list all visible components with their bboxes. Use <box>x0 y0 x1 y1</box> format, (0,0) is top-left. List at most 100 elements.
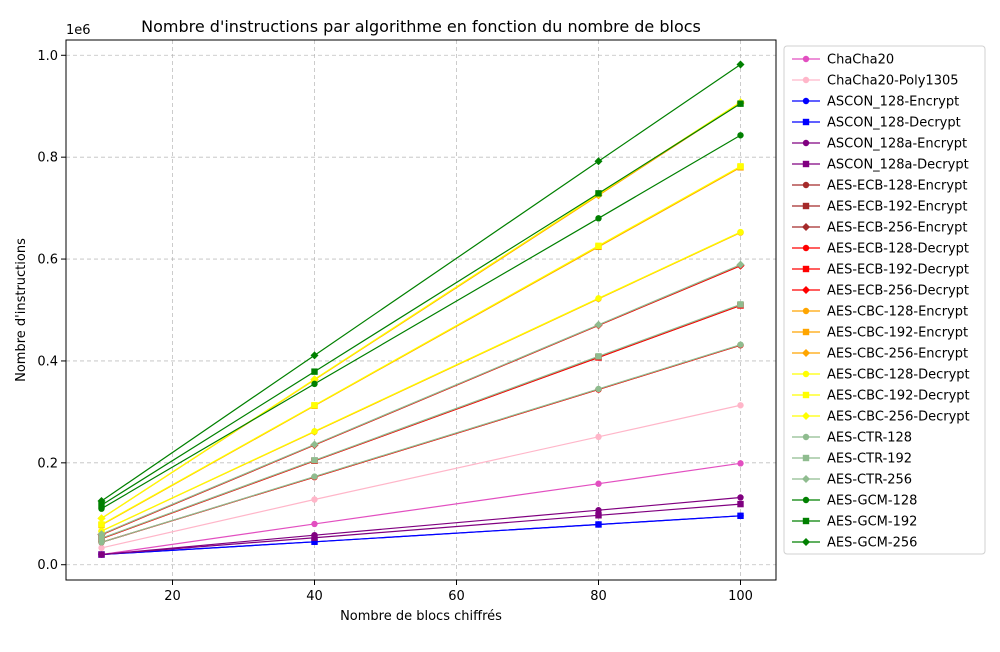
legend-item: AES-GCM-128 <box>792 494 917 509</box>
data-point <box>737 494 744 501</box>
legend-label: AES-CBC-256-Decrypt <box>827 410 970 425</box>
chart-title: Nombre d'instructions par algorithme en … <box>141 17 701 36</box>
legend-marker <box>802 160 810 168</box>
data-point <box>595 521 602 528</box>
legend-item: ASCON_128-Decrypt <box>792 116 961 131</box>
data-point <box>737 100 744 107</box>
legend-label: AES-ECB-192-Decrypt <box>827 263 969 278</box>
data-point <box>737 512 744 520</box>
data-point <box>737 301 744 308</box>
legend-marker <box>802 181 810 189</box>
legend-label: AES-CTR-128 <box>827 431 912 446</box>
legend-label: AES-GCM-256 <box>827 536 917 551</box>
series-group <box>98 301 744 542</box>
data-point <box>97 530 106 539</box>
legend-marker <box>802 538 810 546</box>
legend-label: ASCON_128-Decrypt <box>827 116 961 131</box>
y-tick-label: 0.2 <box>37 456 58 471</box>
x-tick-label: 60 <box>448 589 465 604</box>
legend-label: ChaCha20-Poly1305 <box>827 74 959 89</box>
legend-marker <box>802 349 810 357</box>
legend-marker <box>802 517 810 525</box>
x-tick-label: 40 <box>306 589 323 604</box>
data-point <box>98 521 105 528</box>
legend-label: ChaCha20 <box>827 53 894 68</box>
legend-marker <box>802 307 810 315</box>
series-group <box>97 260 745 539</box>
series-group <box>98 100 744 509</box>
legend-item: AES-CBC-256-Decrypt <box>792 410 970 425</box>
legend-marker <box>802 454 810 462</box>
plot-frame <box>65 39 777 581</box>
legend-marker <box>802 244 810 252</box>
legend-marker <box>802 286 810 294</box>
legend-item: AES-ECB-192-Encrypt <box>792 200 967 215</box>
data-point <box>595 353 602 360</box>
legend-marker <box>802 139 810 147</box>
series-line <box>101 231 741 532</box>
legend-marker <box>802 412 810 420</box>
data-point <box>737 402 744 409</box>
data-point <box>311 368 318 375</box>
legend-label: AES-CBC-256-Encrypt <box>827 347 968 362</box>
legend-item: AES-GCM-192 <box>792 515 917 530</box>
legend-marker <box>802 496 810 504</box>
x-tick-label: 20 <box>164 589 181 604</box>
legend-label: AES-ECB-256-Decrypt <box>827 284 969 299</box>
legend-marker <box>802 118 810 126</box>
legend-marker <box>802 202 810 210</box>
data-point <box>595 512 602 519</box>
legend-label: AES-CBC-192-Decrypt <box>827 389 970 404</box>
data-point <box>595 385 602 393</box>
data-point <box>595 242 602 250</box>
legend-item: AES-CBC-128-Encrypt <box>792 305 968 320</box>
legend-marker <box>802 328 810 336</box>
legend-item: AES-ECB-128-Decrypt <box>792 242 969 257</box>
y-tick-label: 0.6 <box>37 253 58 268</box>
legend-item: ASCON_128-Encrypt <box>792 95 959 110</box>
data-point <box>310 375 319 384</box>
data-point <box>311 457 318 464</box>
series-group <box>98 163 744 528</box>
data-point <box>98 551 105 558</box>
legend-marker <box>802 475 810 483</box>
series-line <box>101 264 741 535</box>
series-line <box>101 496 741 556</box>
series-line <box>101 503 741 556</box>
data-point <box>737 341 744 348</box>
y-tick-label: 0.8 <box>37 151 58 166</box>
series-line <box>101 404 741 549</box>
y-axis-label: Nombre d'instructions <box>14 238 29 382</box>
legend-item: AES-CBC-192-Decrypt <box>792 389 970 404</box>
legend-item: AES-CTR-256 <box>792 473 912 488</box>
data-point <box>310 351 319 360</box>
legend-label: ASCON_128-Encrypt <box>827 95 959 110</box>
series-group <box>97 60 745 506</box>
legend-item: ChaCha20-Poly1305 <box>792 74 959 89</box>
legend-item: AES-CTR-192 <box>792 452 912 467</box>
data-point <box>98 535 105 542</box>
data-point <box>98 544 105 552</box>
legend-item: ASCON_128a-Encrypt <box>792 137 967 152</box>
legend-marker <box>802 265 810 273</box>
legend-item: AES-ECB-256-Encrypt <box>792 221 967 236</box>
data-point <box>310 440 319 449</box>
data-point <box>737 500 744 508</box>
series-group <box>97 60 745 558</box>
data-point <box>311 428 318 435</box>
legend: ChaCha20 ChaCha20-Poly1305 ASCON_128-Encry… <box>783 45 986 555</box>
data-point <box>595 295 602 302</box>
legend-label: AES-CTR-192 <box>827 452 912 467</box>
data-point <box>737 132 744 139</box>
legend-marker <box>802 391 810 399</box>
x-tick-label: 80 <box>590 589 607 604</box>
legend-label: ASCON_128a-Decrypt <box>827 158 969 173</box>
series-line <box>101 303 741 539</box>
legend-label: AES-GCM-192 <box>827 515 917 530</box>
legend-marker <box>802 370 810 378</box>
y-tick-label: 0.0 <box>37 558 58 573</box>
legend-item: AES-CBC-128-Decrypt <box>792 368 970 383</box>
legend-label: AES-CTR-256 <box>827 473 912 488</box>
y-tick-label: 0.4 <box>37 354 58 369</box>
